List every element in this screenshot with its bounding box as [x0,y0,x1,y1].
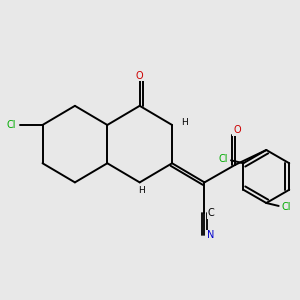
Text: N: N [207,230,214,240]
Text: C: C [208,208,214,218]
Text: O: O [233,125,241,135]
Text: H: H [181,118,188,127]
Text: H: H [138,186,145,195]
Text: Cl: Cl [219,154,228,164]
Text: Cl: Cl [7,120,16,130]
Text: Cl: Cl [281,202,291,212]
Text: O: O [136,70,143,80]
